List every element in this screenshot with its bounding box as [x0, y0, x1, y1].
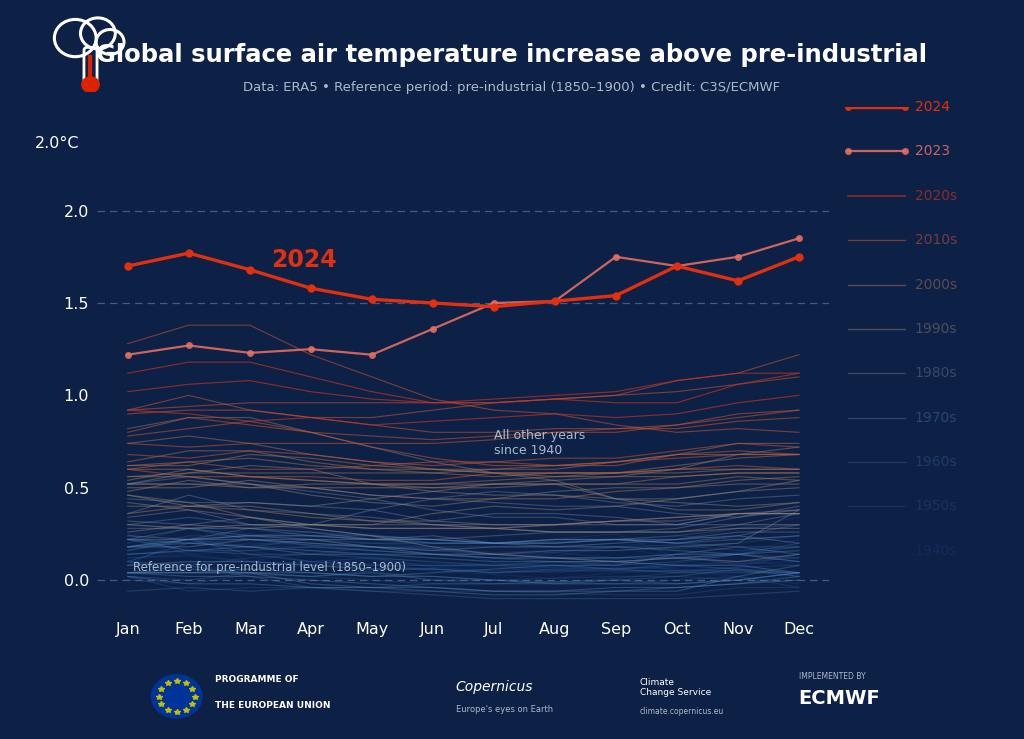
Text: climate.copernicus.eu: climate.copernicus.eu [640, 707, 724, 716]
Circle shape [152, 675, 202, 718]
Text: Climate
Change Service: Climate Change Service [640, 678, 712, 697]
Text: Europe's eyes on Earth: Europe's eyes on Earth [456, 705, 553, 714]
Text: 2024: 2024 [914, 101, 949, 114]
Text: PROGRAMME OF: PROGRAMME OF [215, 675, 299, 684]
Text: 2010s: 2010s [914, 234, 956, 247]
Text: Copernicus: Copernicus [456, 681, 534, 694]
Text: 1940s: 1940s [914, 544, 957, 557]
Text: THE EUROPEAN UNION: THE EUROPEAN UNION [215, 701, 331, 710]
Text: Reference for pre-industrial level (1850–1900): Reference for pre-industrial level (1850… [133, 561, 406, 573]
Text: 1960s: 1960s [914, 455, 957, 469]
Text: 2000s: 2000s [914, 278, 956, 291]
Circle shape [82, 77, 99, 92]
Text: ECMWF: ECMWF [799, 689, 881, 708]
Text: 1970s: 1970s [914, 411, 957, 424]
Text: 2020s: 2020s [914, 189, 956, 202]
Text: Global surface air temperature increase above pre-industrial: Global surface air temperature increase … [96, 44, 928, 67]
Text: IMPLEMENTED BY: IMPLEMENTED BY [799, 672, 865, 681]
Text: 1980s: 1980s [914, 367, 957, 380]
Text: 1990s: 1990s [914, 322, 957, 336]
Text: All other years
since 1940: All other years since 1940 [494, 429, 585, 457]
Text: Data: ERA5 • Reference period: pre-industrial (1850–1900) • Credit: C3S/ECMWF: Data: ERA5 • Reference period: pre-indus… [244, 81, 780, 94]
Text: 2024: 2024 [271, 248, 337, 272]
Text: 2023: 2023 [914, 145, 949, 158]
Text: 1950s: 1950s [914, 500, 957, 513]
Text: 2.0°C: 2.0°C [35, 136, 80, 151]
